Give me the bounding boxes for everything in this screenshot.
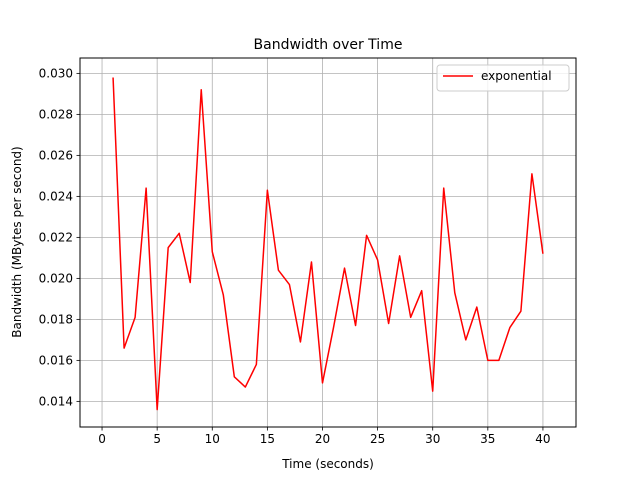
- x-tick-label: 25: [370, 432, 385, 446]
- x-tick-label: 35: [480, 432, 495, 446]
- y-axis-label: Bandwidth (MBytes per second): [10, 146, 24, 337]
- y-tick-label: 0.016: [39, 353, 73, 367]
- ticks: 0 5 10 15 20 25 30 35 40 0.014 0.016 0.018 0.020 0.02…: [39, 66, 551, 446]
- x-tick-label: 20: [315, 432, 330, 446]
- y-tick-label: 0.028: [39, 107, 73, 121]
- plot-area-frame: [79, 57, 577, 428]
- x-tick-label: 40: [535, 432, 550, 446]
- x-axis-label: Time (seconds): [281, 457, 374, 471]
- y-tick-label: 0.022: [39, 230, 73, 244]
- x-tick-label: 0: [98, 432, 106, 446]
- x-tick-label: 30: [425, 432, 440, 446]
- x-tick-label: 15: [260, 432, 275, 446]
- y-tick-label: 0.020: [39, 271, 73, 285]
- legend: exponential: [436, 64, 570, 92]
- series-layer: [112, 77, 544, 411]
- series-line-exponential: [112, 77, 544, 411]
- y-tick-label: 0.018: [39, 312, 73, 326]
- y-tick-label: 0.026: [39, 148, 73, 162]
- chart-title: Bandwidth over Time: [254, 37, 403, 53]
- x-tick-label: 10: [205, 432, 220, 446]
- legend-box: [436, 64, 570, 92]
- y-tick-label: 0.030: [39, 66, 73, 80]
- y-tick-label: 0.014: [39, 394, 73, 408]
- x-tick-label: 5: [153, 432, 161, 446]
- legend-label: exponential: [481, 69, 552, 83]
- y-tick-label: 0.024: [39, 189, 73, 203]
